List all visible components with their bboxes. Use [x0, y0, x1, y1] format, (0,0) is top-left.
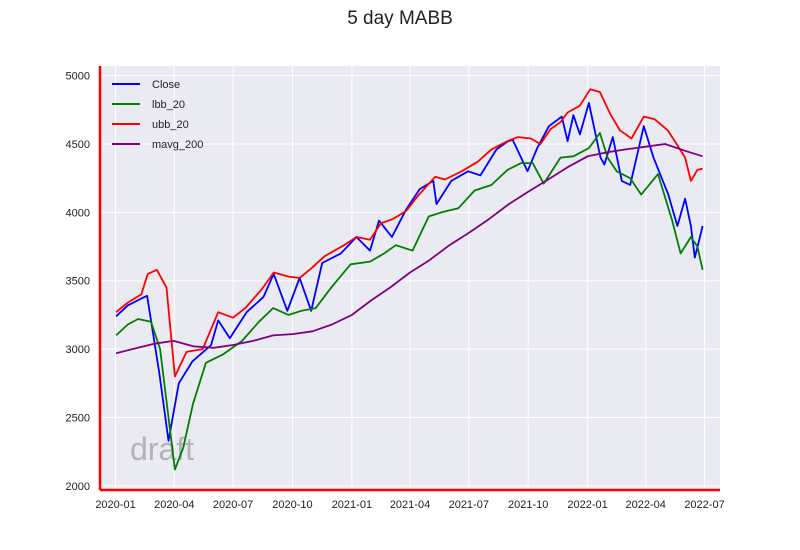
x-tick-label: 2022-01 [567, 499, 607, 511]
y-tick-label: 5000 [66, 71, 90, 83]
y-tick-label: 3000 [66, 344, 90, 356]
x-tick-label: 2021-01 [332, 499, 372, 511]
legend-label: mavg_200 [152, 139, 203, 151]
legend-label: ubb_20 [152, 119, 189, 131]
y-tick-label: 2500 [66, 413, 90, 425]
x-tick-label: 2020-01 [95, 499, 135, 511]
y-tick-label: 4000 [66, 207, 90, 219]
x-tick-label: 2020-07 [213, 499, 253, 511]
series-line-close [115, 102, 704, 442]
y-tick-label: 4500 [66, 139, 90, 151]
series-line-ubb-20 [115, 88, 703, 378]
series-line-mavg-200 [115, 143, 703, 355]
chart-title: 5 day MABB [347, 8, 453, 29]
x-tick-label: 2020-10 [272, 499, 312, 511]
x-tick-label: 2022-07 [684, 499, 724, 511]
legend-label: Close [152, 79, 180, 91]
x-tick-label: 2022-04 [626, 499, 666, 511]
y-tick-label: 3500 [66, 276, 90, 288]
x-tick-label: 2021-04 [390, 499, 430, 511]
y-tick-label: 2000 [66, 481, 90, 493]
x-tick-label: 2020-04 [154, 499, 194, 511]
legend-label: lbb_20 [152, 99, 185, 111]
x-tick-label: 2021-10 [508, 499, 548, 511]
series-line-lbb-20 [115, 132, 704, 471]
x-tick-label: 2021-07 [449, 499, 489, 511]
watermark-text: draft [130, 431, 194, 467]
